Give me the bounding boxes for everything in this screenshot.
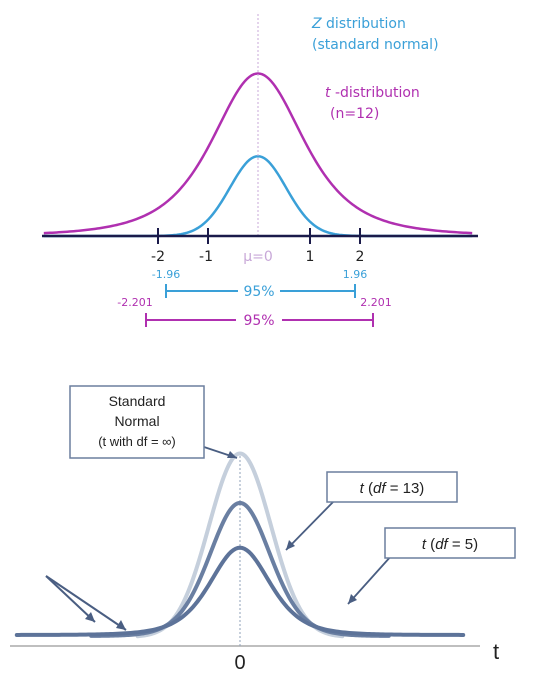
tick-label: 2 [356,249,365,265]
t5-callout-line [347,554,393,605]
bottom-panel: Standard Normal (t with df = ∞) t (df = … [10,385,516,674]
tail-arrow-line-1 [45,575,96,623]
t-interval-95-label: 95% [243,313,274,329]
standard-normal-label-line1: Standard [109,393,166,409]
t-df5-label-box [384,527,516,559]
t-interval-high-label: 2.201 [360,296,392,309]
standard-normal-label-box [69,385,205,459]
normal-callout-arrowhead [227,451,237,458]
tick-label: -1 [199,249,213,265]
z-interval-95-label: 95% [243,284,274,300]
tick-label: 1 [306,249,315,265]
z-distribution-label-line2: (standard normal) [312,37,439,53]
z-interval-high-label: 1.96 [343,268,368,281]
t-df5-label: t (df = 5) [422,536,478,553]
tail-arrowhead-2 [116,620,126,630]
tail-arrowhead-1 [85,612,95,622]
t-df5-curve [14,545,466,637]
z-interval-low-label: -1.96 [152,268,180,281]
standard-normal-label-line3: (t with df = ∞) [98,434,176,449]
tail-arrow-line-2 [45,575,127,631]
top-panel: -2 -1 μ=0 1 2 Z distribution (standard n… [42,14,478,329]
t5-callout-arrowhead [348,594,357,604]
z-distribution-curve [43,154,473,238]
standard-normal-label-line2: Normal [114,413,159,429]
x-zero-label: 0 [234,652,245,674]
t-df13-label-box [326,471,458,503]
tick-label-mu: μ=0 [243,249,273,265]
t13-callout-line [285,499,336,551]
t-distribution-label-line2: (n=12) [330,106,379,122]
z-distribution-label-line1: Z distribution [311,16,406,32]
t-interval-low-label: -2.201 [117,296,152,309]
t-distribution-curve [43,72,473,235]
tick-label: -2 [151,249,165,265]
t13-callout-arrowhead [286,540,295,550]
t-df13-label: t (df = 13) [360,480,425,497]
x-axis-label-t: t [493,639,499,664]
t-distribution-label-line1: t -distribution [325,85,420,101]
